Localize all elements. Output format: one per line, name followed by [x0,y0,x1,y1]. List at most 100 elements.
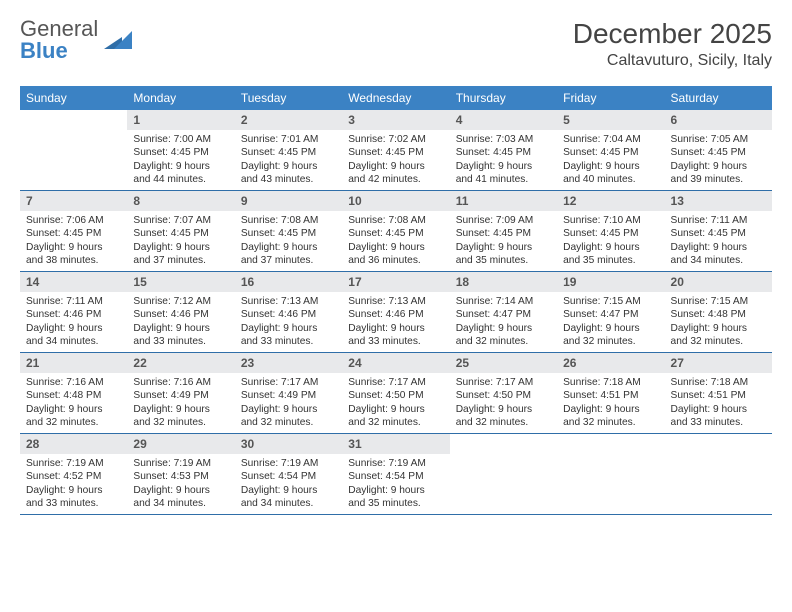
day-line: Daylight: 9 hours and 37 minutes. [133,241,228,268]
day-number: 18 [450,272,557,292]
day-line: Sunset: 4:51 PM [671,389,766,402]
day-line: Sunrise: 7:08 AM [348,214,443,227]
day-line: Daylight: 9 hours and 34 minutes. [133,484,228,511]
day-line: Sunrise: 7:02 AM [348,133,443,146]
day-line: Daylight: 9 hours and 33 minutes. [241,322,336,349]
calendar-cell: 10Sunrise: 7:08 AMSunset: 4:45 PMDayligh… [342,191,449,272]
day-body: Sunrise: 7:19 AMSunset: 4:52 PMDaylight:… [20,454,127,514]
day-body: Sunrise: 7:19 AMSunset: 4:54 PMDaylight:… [342,454,449,514]
day-body: Sunrise: 7:13 AMSunset: 4:46 PMDaylight:… [342,292,449,352]
day-line: Sunset: 4:46 PM [26,308,121,321]
day-number [20,110,127,130]
day-body: Sunrise: 7:05 AMSunset: 4:45 PMDaylight:… [665,130,772,190]
day-number: 23 [235,353,342,373]
calendar-week: 21Sunrise: 7:16 AMSunset: 4:48 PMDayligh… [20,353,772,434]
calendar-cell: 14Sunrise: 7:11 AMSunset: 4:46 PMDayligh… [20,272,127,353]
day-line: Sunset: 4:51 PM [563,389,658,402]
day-number: 24 [342,353,449,373]
brand-logo: General Blue [20,18,134,62]
day-line: Daylight: 9 hours and 34 minutes. [671,241,766,268]
day-body: Sunrise: 7:12 AMSunset: 4:46 PMDaylight:… [127,292,234,352]
weekday-header: Tuesday [235,86,342,110]
day-line: Daylight: 9 hours and 33 minutes. [26,484,121,511]
day-number: 7 [20,191,127,211]
day-number: 26 [557,353,664,373]
day-body [665,454,772,461]
day-body: Sunrise: 7:10 AMSunset: 4:45 PMDaylight:… [557,211,664,271]
day-number [557,434,664,454]
calendar-cell: 22Sunrise: 7:16 AMSunset: 4:49 PMDayligh… [127,353,234,434]
calendar-cell [557,434,664,515]
day-body: Sunrise: 7:08 AMSunset: 4:45 PMDaylight:… [235,211,342,271]
day-body [20,130,127,137]
day-number: 25 [450,353,557,373]
day-line: Sunrise: 7:19 AM [133,457,228,470]
brand-mark-icon [104,27,134,54]
day-line: Sunrise: 7:08 AM [241,214,336,227]
day-line: Sunrise: 7:17 AM [241,376,336,389]
day-line: Daylight: 9 hours and 32 minutes. [456,403,551,430]
calendar-cell [665,434,772,515]
day-body: Sunrise: 7:06 AMSunset: 4:45 PMDaylight:… [20,211,127,271]
day-number: 6 [665,110,772,130]
day-line: Sunset: 4:45 PM [348,146,443,159]
day-body: Sunrise: 7:15 AMSunset: 4:47 PMDaylight:… [557,292,664,352]
day-line: Sunset: 4:45 PM [563,227,658,240]
day-line: Daylight: 9 hours and 32 minutes. [563,403,658,430]
calendar-cell: 31Sunrise: 7:19 AMSunset: 4:54 PMDayligh… [342,434,449,515]
day-line: Sunrise: 7:13 AM [241,295,336,308]
day-line: Sunrise: 7:05 AM [671,133,766,146]
day-line: Sunrise: 7:19 AM [241,457,336,470]
day-body: Sunrise: 7:16 AMSunset: 4:49 PMDaylight:… [127,373,234,433]
day-line: Sunset: 4:47 PM [456,308,551,321]
calendar-cell: 7Sunrise: 7:06 AMSunset: 4:45 PMDaylight… [20,191,127,272]
weekday-header: Wednesday [342,86,449,110]
day-line: Daylight: 9 hours and 32 minutes. [241,403,336,430]
day-body: Sunrise: 7:19 AMSunset: 4:54 PMDaylight:… [235,454,342,514]
calendar-cell: 29Sunrise: 7:19 AMSunset: 4:53 PMDayligh… [127,434,234,515]
day-line: Sunset: 4:50 PM [348,389,443,402]
day-line: Sunset: 4:45 PM [133,227,228,240]
calendar-cell: 2Sunrise: 7:01 AMSunset: 4:45 PMDaylight… [235,110,342,191]
day-body: Sunrise: 7:14 AMSunset: 4:47 PMDaylight:… [450,292,557,352]
calendar-week: 28Sunrise: 7:19 AMSunset: 4:52 PMDayligh… [20,434,772,515]
calendar-week: 1Sunrise: 7:00 AMSunset: 4:45 PMDaylight… [20,110,772,191]
calendar-cell: 18Sunrise: 7:14 AMSunset: 4:47 PMDayligh… [450,272,557,353]
day-line: Sunrise: 7:06 AM [26,214,121,227]
day-line: Daylight: 9 hours and 33 minutes. [133,322,228,349]
weekday-header: Thursday [450,86,557,110]
weekday-header: Monday [127,86,234,110]
day-number: 20 [665,272,772,292]
day-line: Daylight: 9 hours and 35 minutes. [456,241,551,268]
day-line: Sunrise: 7:03 AM [456,133,551,146]
day-body: Sunrise: 7:17 AMSunset: 4:49 PMDaylight:… [235,373,342,433]
day-body: Sunrise: 7:01 AMSunset: 4:45 PMDaylight:… [235,130,342,190]
day-body: Sunrise: 7:02 AMSunset: 4:45 PMDaylight:… [342,130,449,190]
day-line: Sunrise: 7:11 AM [671,214,766,227]
brand-word2: Blue [20,38,68,63]
calendar-cell: 25Sunrise: 7:17 AMSunset: 4:50 PMDayligh… [450,353,557,434]
day-line: Sunset: 4:48 PM [26,389,121,402]
day-line: Sunset: 4:45 PM [456,227,551,240]
day-line: Sunset: 4:45 PM [26,227,121,240]
day-line: Sunrise: 7:16 AM [133,376,228,389]
day-line: Daylight: 9 hours and 35 minutes. [563,241,658,268]
day-body: Sunrise: 7:17 AMSunset: 4:50 PMDaylight:… [342,373,449,433]
day-line: Sunrise: 7:17 AM [348,376,443,389]
day-body: Sunrise: 7:03 AMSunset: 4:45 PMDaylight:… [450,130,557,190]
day-body: Sunrise: 7:19 AMSunset: 4:53 PMDaylight:… [127,454,234,514]
day-line: Sunrise: 7:09 AM [456,214,551,227]
calendar-week: 7Sunrise: 7:06 AMSunset: 4:45 PMDaylight… [20,191,772,272]
day-line: Daylight: 9 hours and 32 minutes. [563,322,658,349]
calendar-cell: 17Sunrise: 7:13 AMSunset: 4:46 PMDayligh… [342,272,449,353]
day-number: 10 [342,191,449,211]
calendar-cell: 24Sunrise: 7:17 AMSunset: 4:50 PMDayligh… [342,353,449,434]
brand-text: General Blue [20,18,98,62]
day-number: 29 [127,434,234,454]
title-block: December 2025 Caltavuturo, Sicily, Italy [573,18,772,70]
calendar-cell [450,434,557,515]
day-line: Daylight: 9 hours and 32 minutes. [26,403,121,430]
day-number: 15 [127,272,234,292]
day-line: Sunrise: 7:12 AM [133,295,228,308]
day-line: Sunset: 4:45 PM [671,146,766,159]
